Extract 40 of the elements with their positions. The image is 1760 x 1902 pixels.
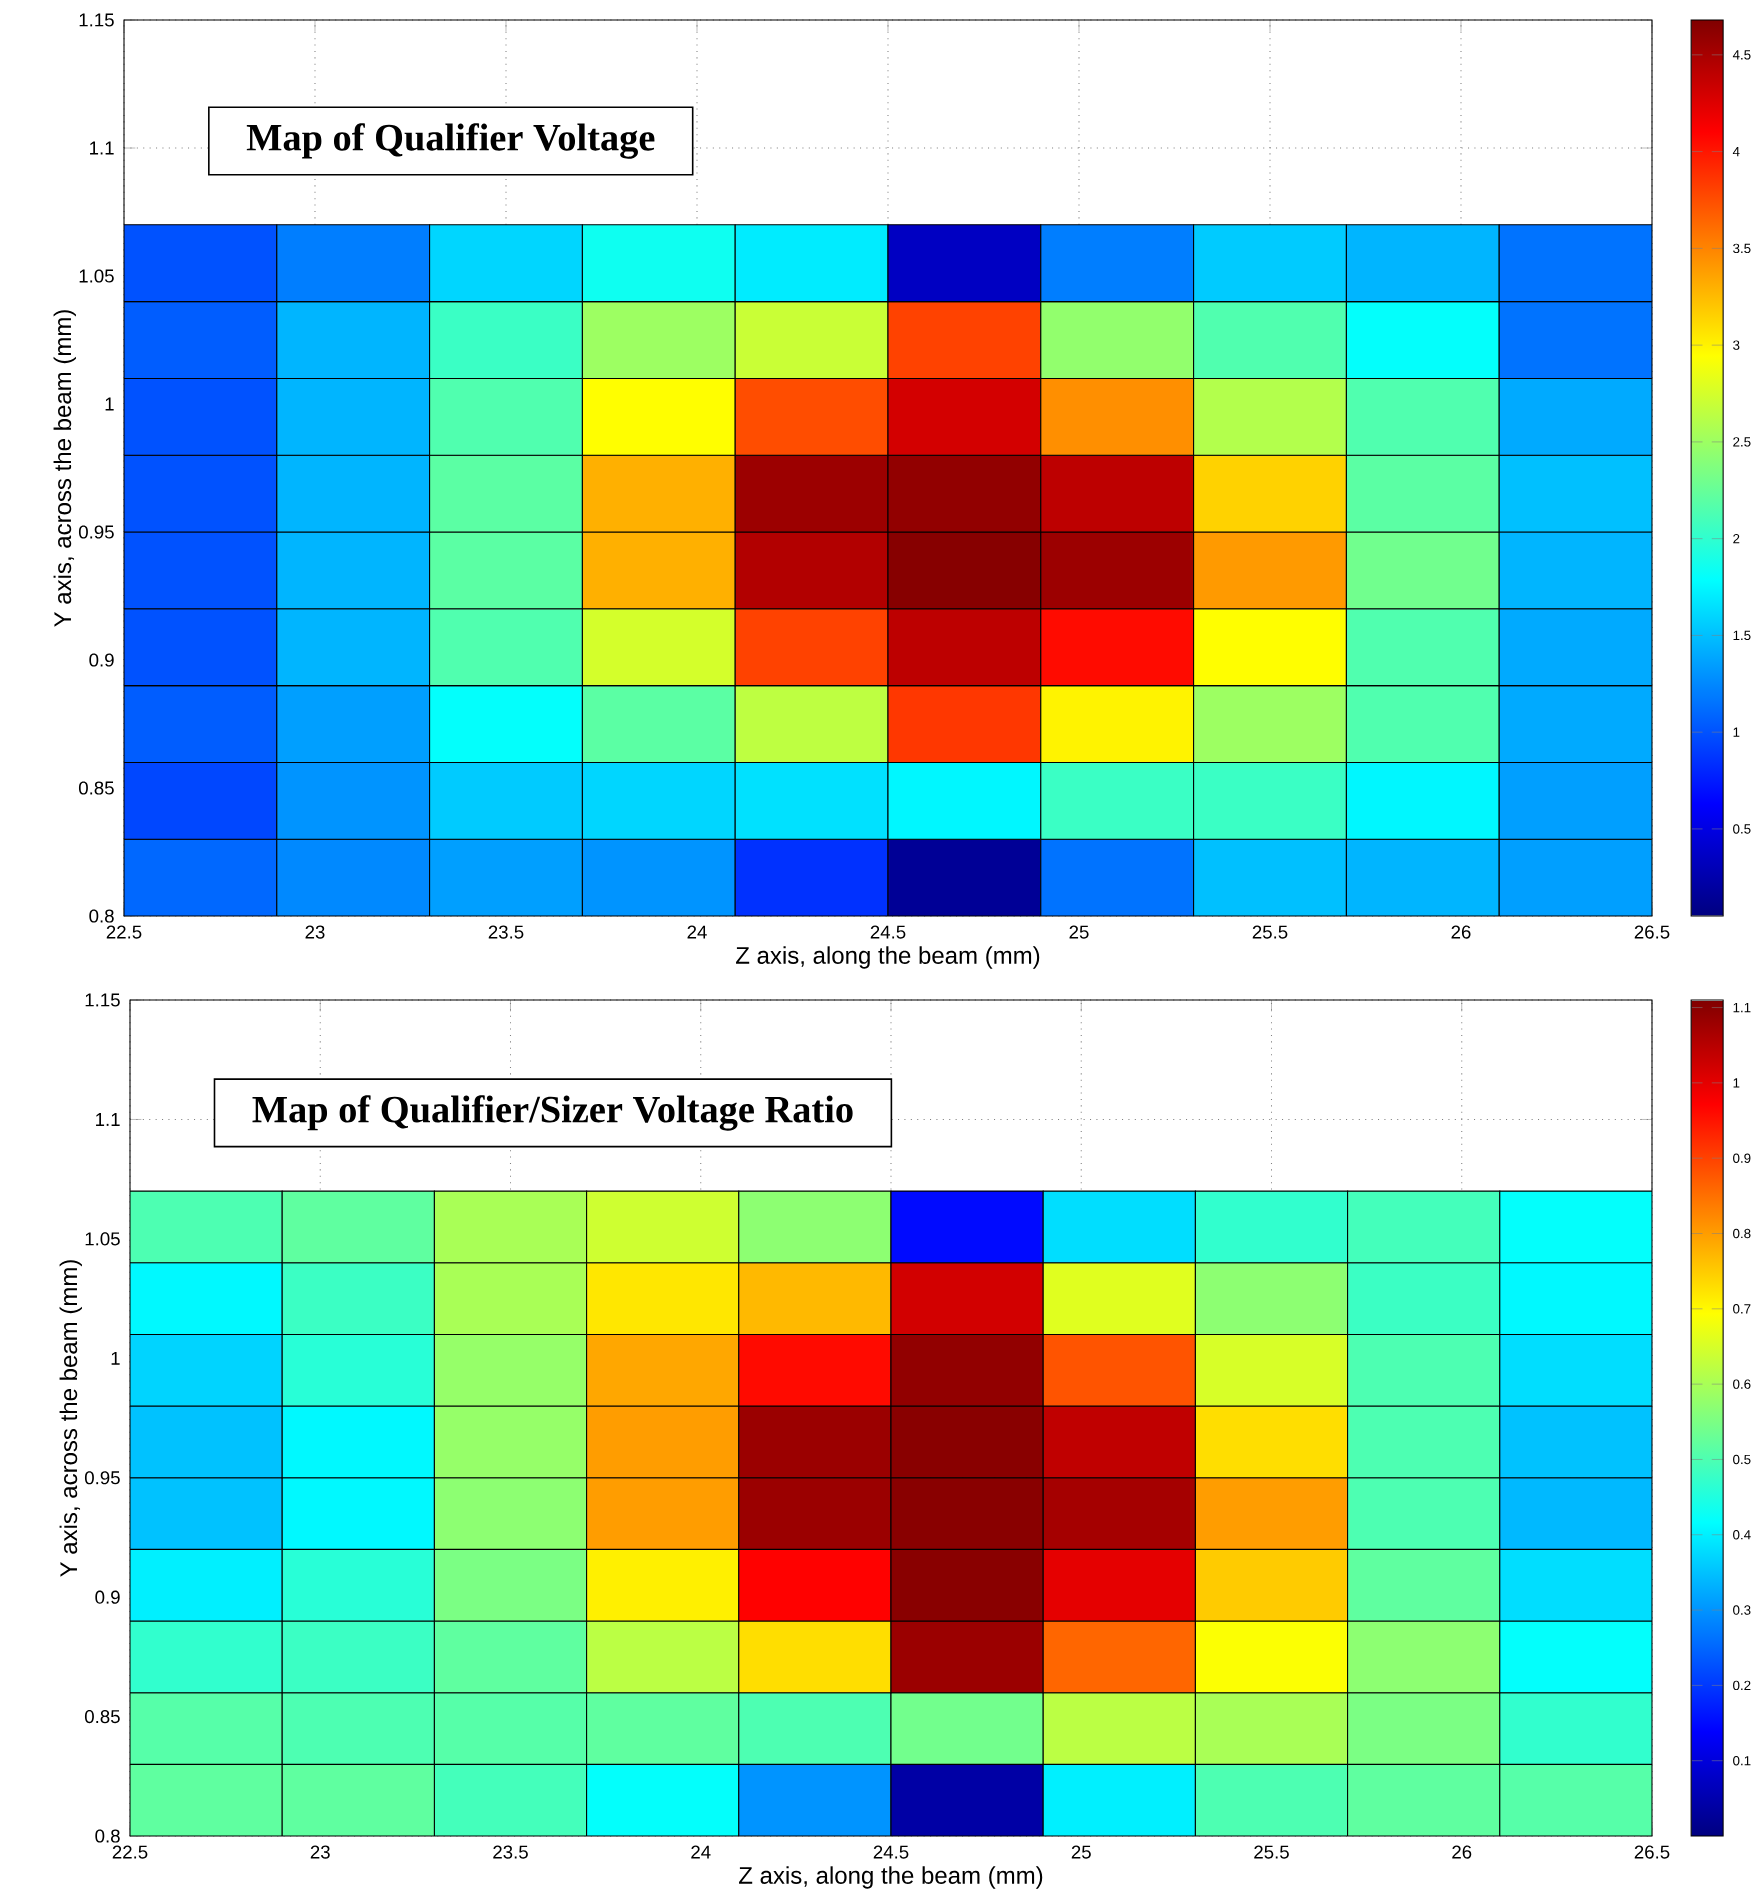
y-tick-label: 1.05 xyxy=(79,269,114,283)
x-tick-label: 26.5 xyxy=(1634,925,1670,939)
x-tick-label: 22.5 xyxy=(106,925,142,939)
y-tick-label: 1 xyxy=(105,397,114,411)
x-tick-label: 25.5 xyxy=(1254,1845,1289,1859)
y-tick-label: 0.95 xyxy=(84,1471,120,1485)
x-tick-label: 26.5 xyxy=(1634,1845,1670,1859)
y-tick-label: 0.85 xyxy=(78,781,114,795)
y-axis-title: Y axis, across the beam (mm) xyxy=(53,310,76,627)
y-tick-label: 1.1 xyxy=(96,1113,120,1126)
y-tick-label: 1 xyxy=(111,1351,120,1365)
y-tick-label: 0.9 xyxy=(95,1590,120,1604)
text: Map of Qualifier Voltage xyxy=(246,123,655,159)
x-tick-label: 24.5 xyxy=(873,1845,909,1859)
x-tick-label: 26 xyxy=(1451,925,1471,939)
x-tick-label: 25 xyxy=(1071,1845,1091,1859)
y-tick-label: 0.9 xyxy=(89,653,114,667)
x-tick-label: 23 xyxy=(310,1845,330,1859)
y-axis-title: Y axis, across the beam (mm) xyxy=(59,1260,82,1577)
x-tick-label: 25 xyxy=(1069,925,1089,939)
x-tick-label: 24 xyxy=(687,925,707,939)
y-tick-label: 1.15 xyxy=(79,13,114,27)
x-tick-label: 26 xyxy=(1452,1845,1472,1859)
y-tick-label: 0.8 xyxy=(89,909,114,923)
x-axis-title: Z axis, along the beam (mm) xyxy=(739,1866,1043,1889)
y-tick-label: 1.15 xyxy=(85,993,120,1007)
x-axis-title: Z axis, along the beam (mm) xyxy=(736,946,1040,969)
y-tick-label: 0.8 xyxy=(95,1829,120,1843)
x-tick-label: 24.5 xyxy=(870,925,906,939)
x-tick-label: 25.5 xyxy=(1252,925,1288,939)
y-tick-label: 1.05 xyxy=(85,1232,120,1246)
x-tick-label: 23 xyxy=(305,925,325,939)
x-tick-label: 22.5 xyxy=(112,1845,148,1859)
x-tick-label: 23.5 xyxy=(488,925,524,939)
y-tick-label: 0.95 xyxy=(78,525,114,539)
x-tick-label: 24 xyxy=(691,1845,711,1859)
x-tick-label: 23.5 xyxy=(493,1845,528,1859)
y-tick-label: 0.85 xyxy=(84,1710,120,1724)
text: Map of Qualifier/Sizer Voltage Ratio xyxy=(252,1095,853,1131)
y-tick-label: 1.1 xyxy=(90,141,114,155)
